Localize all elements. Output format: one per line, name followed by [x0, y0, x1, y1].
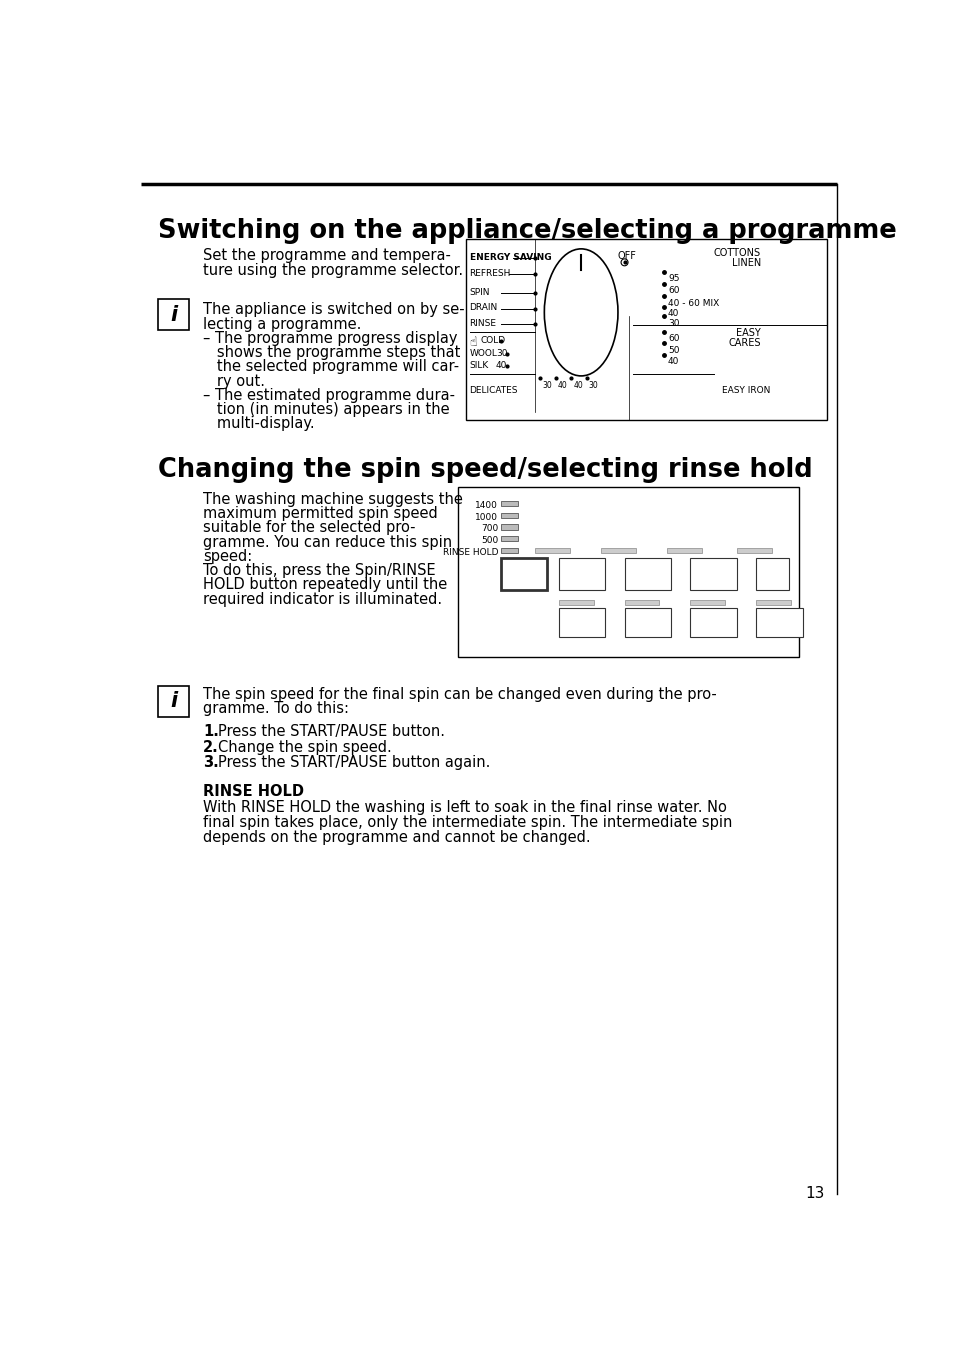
Text: tion (in minutes) appears in the: tion (in minutes) appears in the [203, 402, 449, 418]
Text: With RINSE HOLD the washing is left to soak in the final rinse water. No: With RINSE HOLD the washing is left to s… [203, 800, 726, 815]
Text: 500: 500 [480, 535, 497, 545]
Text: Change the spin speed.: Change the spin speed. [218, 740, 392, 754]
Text: speed:: speed: [203, 549, 252, 564]
Text: 40: 40 [667, 357, 679, 366]
Text: HOLD button repeatedly until the: HOLD button repeatedly until the [203, 577, 447, 592]
Text: WOOL: WOOL [469, 349, 497, 358]
Text: lecting a programme.: lecting a programme. [203, 316, 361, 331]
Bar [500, 502, 517, 507]
Text: RINSE HOLD: RINSE HOLD [203, 784, 304, 799]
Text: i: i [170, 304, 177, 324]
Text: ENERGY SAVING: ENERGY SAVING [469, 253, 551, 262]
Text: depends on the programme and cannot be changed.: depends on the programme and cannot be c… [203, 830, 590, 845]
Bar [500, 525, 517, 530]
Text: COLD: COLD [480, 337, 505, 345]
Bar [690, 608, 736, 637]
Text: 700: 700 [480, 525, 497, 533]
Text: 2.: 2. [203, 740, 218, 754]
Text: Set the programme and tempera-: Set the programme and tempera- [203, 249, 451, 264]
Text: REFRESH: REFRESH [469, 269, 511, 277]
Text: 40: 40 [573, 381, 582, 389]
Text: SILK: SILK [469, 361, 488, 370]
Text: 60: 60 [667, 334, 679, 343]
Bar [500, 512, 517, 518]
Bar [736, 548, 771, 553]
Text: CARES: CARES [728, 338, 760, 347]
Bar [756, 608, 802, 637]
Text: 1400: 1400 [475, 502, 497, 510]
Text: The spin speed for the final spin can be changed even during the pro-: The spin speed for the final spin can be… [203, 687, 716, 703]
Bar [756, 558, 788, 591]
Bar [624, 558, 670, 591]
Text: ☝: ☝ [469, 337, 476, 349]
Text: LINEN: LINEN [731, 258, 760, 269]
Text: multi-display.: multi-display. [203, 416, 314, 431]
Text: suitable for the selected pro-: suitable for the selected pro- [203, 521, 415, 535]
Bar [558, 558, 604, 591]
Bar [500, 535, 517, 541]
Text: EASY: EASY [736, 327, 760, 338]
Text: 30: 30 [667, 319, 679, 327]
Text: 30: 30 [588, 381, 598, 389]
Text: 3.: 3. [203, 756, 218, 771]
Text: 40 - 60 MIX: 40 - 60 MIX [667, 299, 719, 307]
Text: To do this, press the Spin/RINSE: To do this, press the Spin/RINSE [203, 562, 436, 579]
Bar [558, 599, 593, 604]
Text: DRAIN: DRAIN [469, 303, 497, 312]
Bar [535, 548, 570, 553]
Circle shape [620, 258, 627, 266]
Text: RINSE HOLD: RINSE HOLD [442, 548, 497, 557]
Text: 30: 30 [542, 381, 552, 389]
Bar [158, 685, 189, 717]
Bar [624, 608, 670, 637]
Text: the selected programme will car-: the selected programme will car- [203, 360, 458, 375]
Bar [500, 548, 517, 553]
Bar [558, 608, 604, 637]
Text: 40: 40 [496, 361, 507, 370]
Text: 60: 60 [667, 287, 679, 295]
Text: gramme. You can reduce this spin: gramme. You can reduce this spin [203, 534, 452, 549]
Bar [756, 599, 790, 604]
Bar [457, 487, 798, 657]
Text: shows the programme steps that: shows the programme steps that [203, 345, 460, 360]
Text: – The programme progress display: – The programme progress display [203, 331, 457, 346]
Text: 95: 95 [667, 274, 679, 283]
Bar [158, 299, 189, 330]
Text: 30: 30 [496, 349, 507, 358]
Text: RINSE: RINSE [469, 319, 496, 327]
Text: 13: 13 [804, 1186, 823, 1202]
Text: EASY IRON: EASY IRON [721, 385, 770, 395]
Text: gramme. To do this:: gramme. To do this: [203, 702, 349, 717]
Text: 1.: 1. [203, 725, 218, 740]
Text: DELICATES: DELICATES [469, 385, 517, 395]
Text: Switching on the appliance/selecting a programme: Switching on the appliance/selecting a p… [158, 218, 896, 243]
Text: 1000: 1000 [475, 512, 497, 522]
Bar [690, 558, 736, 591]
Text: final spin takes place, only the intermediate spin. The intermediate spin: final spin takes place, only the interme… [203, 815, 732, 830]
Ellipse shape [544, 249, 618, 376]
Text: The washing machine suggests the: The washing machine suggests the [203, 492, 462, 507]
Text: The appliance is switched on by se-: The appliance is switched on by se- [203, 303, 464, 318]
Bar [624, 599, 659, 604]
Text: Changing the spin speed/selecting rinse hold: Changing the spin speed/selecting rinse … [158, 457, 812, 483]
Text: 40: 40 [667, 310, 679, 318]
Text: i: i [170, 691, 177, 711]
Text: SPIN: SPIN [469, 288, 490, 296]
Text: 50: 50 [667, 346, 679, 354]
Text: Press the START/PAUSE button.: Press the START/PAUSE button. [218, 725, 445, 740]
Text: OFF: OFF [617, 250, 636, 261]
Bar [690, 599, 724, 604]
Text: maximum permitted spin speed: maximum permitted spin speed [203, 506, 437, 521]
Bar [466, 239, 826, 420]
Text: 40: 40 [558, 381, 567, 389]
Text: ture using the programme selector.: ture using the programme selector. [203, 264, 462, 279]
Bar [500, 558, 546, 591]
Bar [600, 548, 636, 553]
Text: COTTONS: COTTONS [713, 249, 760, 258]
Text: required indicator is illuminated.: required indicator is illuminated. [203, 592, 441, 607]
Text: ry out.: ry out. [203, 373, 265, 388]
Text: – The estimated programme dura-: – The estimated programme dura- [203, 388, 455, 403]
Text: Press the START/PAUSE button again.: Press the START/PAUSE button again. [218, 756, 490, 771]
Bar [666, 548, 701, 553]
